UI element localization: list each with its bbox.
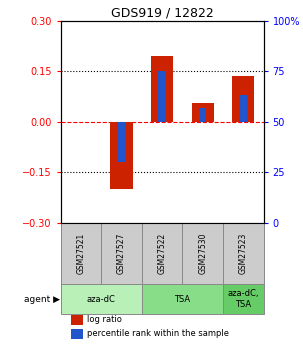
Text: agent ▶: agent ▶ <box>24 295 60 304</box>
Bar <box>199 108 206 122</box>
Bar <box>158 71 166 122</box>
Bar <box>191 103 214 122</box>
Text: GSM27523: GSM27523 <box>239 233 248 274</box>
Text: aza-dC,
TSA: aza-dC, TSA <box>228 289 259 309</box>
Text: log ratio: log ratio <box>87 315 122 324</box>
Bar <box>61 284 142 314</box>
Bar <box>182 223 223 284</box>
Bar <box>232 76 255 122</box>
Bar <box>142 284 223 314</box>
Text: GSM27522: GSM27522 <box>158 233 167 274</box>
Bar <box>61 223 101 284</box>
Text: GSM27527: GSM27527 <box>117 233 126 274</box>
Bar <box>71 315 83 325</box>
Bar <box>223 284 264 314</box>
Text: aza-dC: aza-dC <box>87 295 116 304</box>
Bar <box>142 223 182 284</box>
Bar <box>151 56 173 122</box>
Bar <box>101 223 142 284</box>
Text: GSM27530: GSM27530 <box>198 233 207 274</box>
Text: GSM27521: GSM27521 <box>76 233 85 274</box>
Text: TSA: TSA <box>174 295 191 304</box>
Bar <box>118 122 125 162</box>
Title: GDS919 / 12822: GDS919 / 12822 <box>111 7 214 20</box>
Bar <box>223 223 264 284</box>
Bar <box>110 122 133 189</box>
Bar <box>240 96 247 122</box>
Text: percentile rank within the sample: percentile rank within the sample <box>87 329 229 338</box>
Bar <box>71 329 83 339</box>
